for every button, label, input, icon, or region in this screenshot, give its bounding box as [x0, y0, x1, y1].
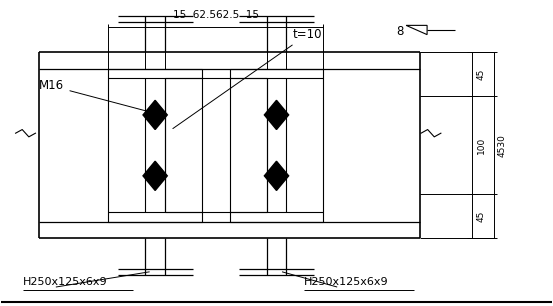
Polygon shape: [143, 161, 167, 190]
Text: 100: 100: [477, 137, 486, 154]
Text: 45: 45: [477, 69, 486, 80]
Text: t=10: t=10: [173, 28, 322, 129]
Polygon shape: [264, 161, 289, 190]
Text: 45: 45: [477, 211, 486, 222]
Polygon shape: [143, 100, 167, 129]
Text: 8: 8: [396, 25, 403, 38]
Text: M16: M16: [39, 80, 147, 111]
Text: 15  62.562.5  15: 15 62.562.5 15: [173, 10, 259, 21]
Text: H250x125x6x9: H250x125x6x9: [304, 277, 389, 287]
Text: 4530: 4530: [497, 134, 506, 157]
Polygon shape: [264, 100, 289, 129]
Text: H250x125x6x9: H250x125x6x9: [23, 277, 107, 287]
